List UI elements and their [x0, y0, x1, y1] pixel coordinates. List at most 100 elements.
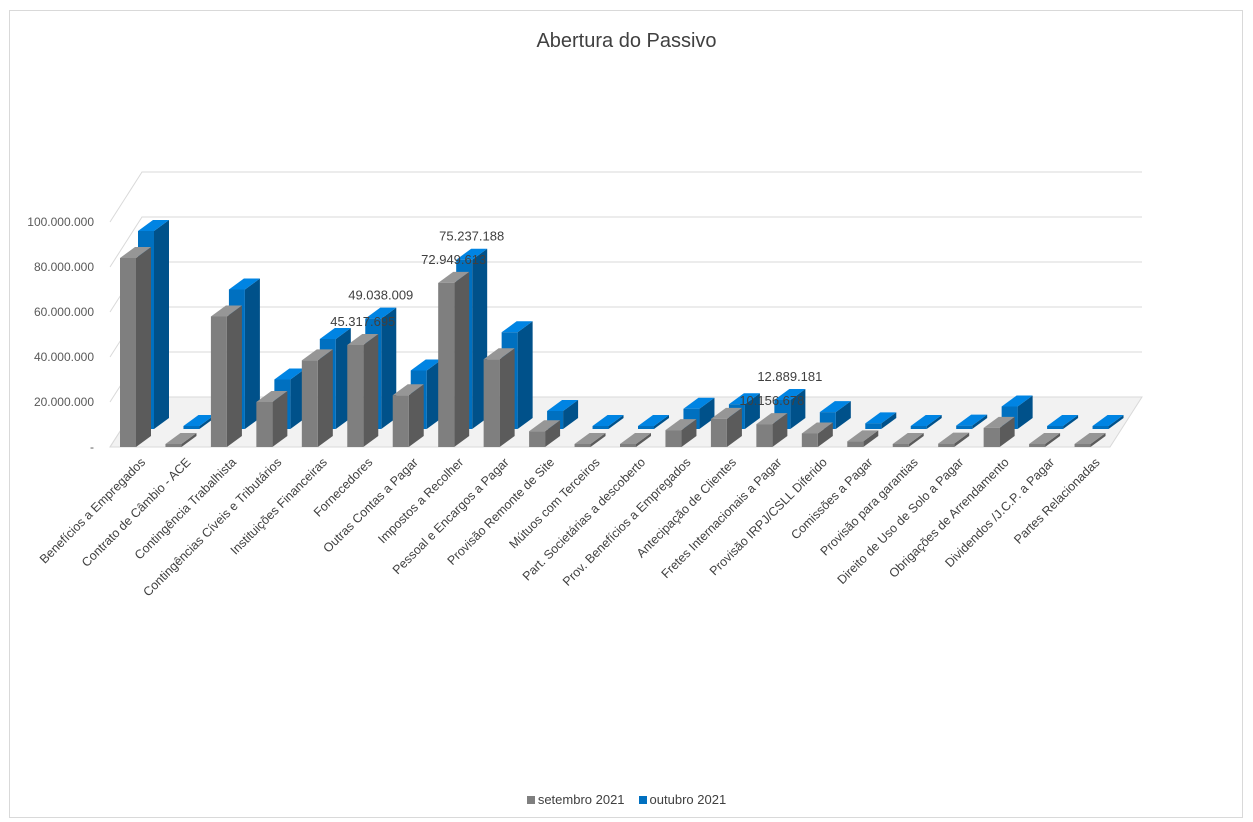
- bar-face: [1047, 426, 1064, 429]
- bar-face: [529, 420, 561, 432]
- bar-face: [892, 444, 909, 447]
- bar-face: [847, 430, 879, 442]
- bar-face: [317, 349, 333, 447]
- bar-face: [563, 400, 579, 429]
- bar-face: [319, 328, 351, 339]
- bar-setembro: [256, 391, 288, 447]
- legend-item-setembro: setembro 2021: [526, 792, 625, 807]
- bar-outubro: [1047, 415, 1079, 429]
- bar-setembro: [529, 420, 561, 447]
- bar-face: [1092, 415, 1124, 426]
- bar-face: [710, 407, 742, 419]
- bar-face: [499, 348, 515, 447]
- bar-face: [244, 278, 260, 429]
- bar-setembro: [892, 433, 924, 447]
- bar-face: [1017, 395, 1033, 429]
- bar-face: [956, 425, 973, 429]
- bar-face: [363, 334, 379, 447]
- gridline: [109, 261, 1142, 313]
- bar-face: [654, 415, 669, 429]
- bar-face: [483, 359, 500, 447]
- bar-face: [865, 423, 882, 429]
- bar-outubro: [592, 415, 624, 429]
- bar-face: [983, 416, 1015, 428]
- data-label: 10.156.678: [739, 393, 804, 408]
- bar-face: [181, 433, 197, 447]
- bar-face: [529, 431, 546, 447]
- bar-face: [638, 426, 654, 429]
- bar-face: [772, 413, 788, 447]
- bar-face: [620, 433, 651, 444]
- y-tick-label: 20.000.000: [34, 395, 94, 409]
- bar-setembro: [665, 419, 697, 447]
- bar-face: [956, 414, 988, 426]
- bar-face: [1029, 433, 1061, 444]
- bar-setembro: [120, 247, 151, 447]
- bar-face: [545, 420, 561, 447]
- bar-face: [272, 391, 288, 447]
- legend: setembro 2021 outubro 2021: [0, 792, 1253, 807]
- bar-face: [438, 271, 470, 283]
- bar-face: [472, 248, 488, 429]
- bar-setembro: [301, 349, 333, 447]
- bar-face: [983, 427, 1000, 447]
- bar-face: [501, 321, 533, 333]
- bar-face: [183, 426, 200, 429]
- bar-face: [1108, 415, 1124, 429]
- bar-face: [881, 412, 897, 429]
- bar-face: [381, 307, 397, 429]
- bar-setembro: [983, 416, 1015, 447]
- bar-face: [999, 416, 1015, 447]
- bar-face: [865, 412, 897, 424]
- bar-outubro: [910, 415, 942, 429]
- bar-face: [774, 388, 806, 400]
- bar-face: [410, 359, 442, 371]
- bar-face: [183, 415, 215, 426]
- bar-face: [438, 282, 455, 447]
- bar-face: [592, 415, 624, 426]
- y-tick-label: 60.000.000: [34, 305, 94, 319]
- data-label: 75.237.188: [439, 229, 504, 244]
- bar-face: [590, 433, 606, 447]
- legend-item-outubro: outubro 2021: [638, 792, 726, 807]
- bar-face: [228, 278, 260, 290]
- bar-face: [210, 316, 227, 447]
- bar-face: [301, 349, 333, 361]
- bar-face: [1029, 444, 1046, 447]
- bar-face: [1001, 395, 1033, 407]
- bar-face: [620, 444, 636, 447]
- bar-setembro: [165, 433, 197, 447]
- bar-face: [817, 422, 833, 447]
- bar-setembro: [847, 430, 879, 447]
- bar-face: [274, 368, 306, 380]
- bar-face: [728, 393, 760, 405]
- bar-face: [847, 441, 864, 447]
- legend-swatch-gray: [526, 795, 535, 804]
- y-tick-label: 40.000.000: [34, 350, 94, 364]
- bar-face: [574, 433, 606, 444]
- bar-face: [938, 432, 970, 444]
- data-label: 72.949.613: [421, 252, 486, 267]
- bar-face: [801, 433, 818, 447]
- bar-face: [1092, 426, 1109, 429]
- bar-face: [256, 402, 273, 447]
- bar-setembro: [574, 433, 606, 447]
- gridline: [109, 171, 1142, 223]
- bar-face: [756, 424, 773, 447]
- bar-face: [744, 393, 760, 429]
- bar-face: [726, 407, 742, 447]
- bar-face: [1074, 444, 1091, 447]
- data-label: 49.038.009: [348, 288, 413, 303]
- bar-face: [408, 384, 424, 447]
- bar-face: [819, 401, 851, 413]
- gridline: [109, 216, 1142, 268]
- bar-setembro: [483, 348, 515, 447]
- bar-face: [547, 400, 579, 411]
- bar-face: [908, 433, 924, 447]
- legend-label: setembro 2021: [537, 792, 625, 807]
- bar-face: [199, 415, 215, 429]
- bar-face: [517, 321, 533, 429]
- bar-face: [710, 418, 727, 447]
- bar-setembro: [438, 271, 470, 447]
- bar-setembro: [210, 305, 242, 447]
